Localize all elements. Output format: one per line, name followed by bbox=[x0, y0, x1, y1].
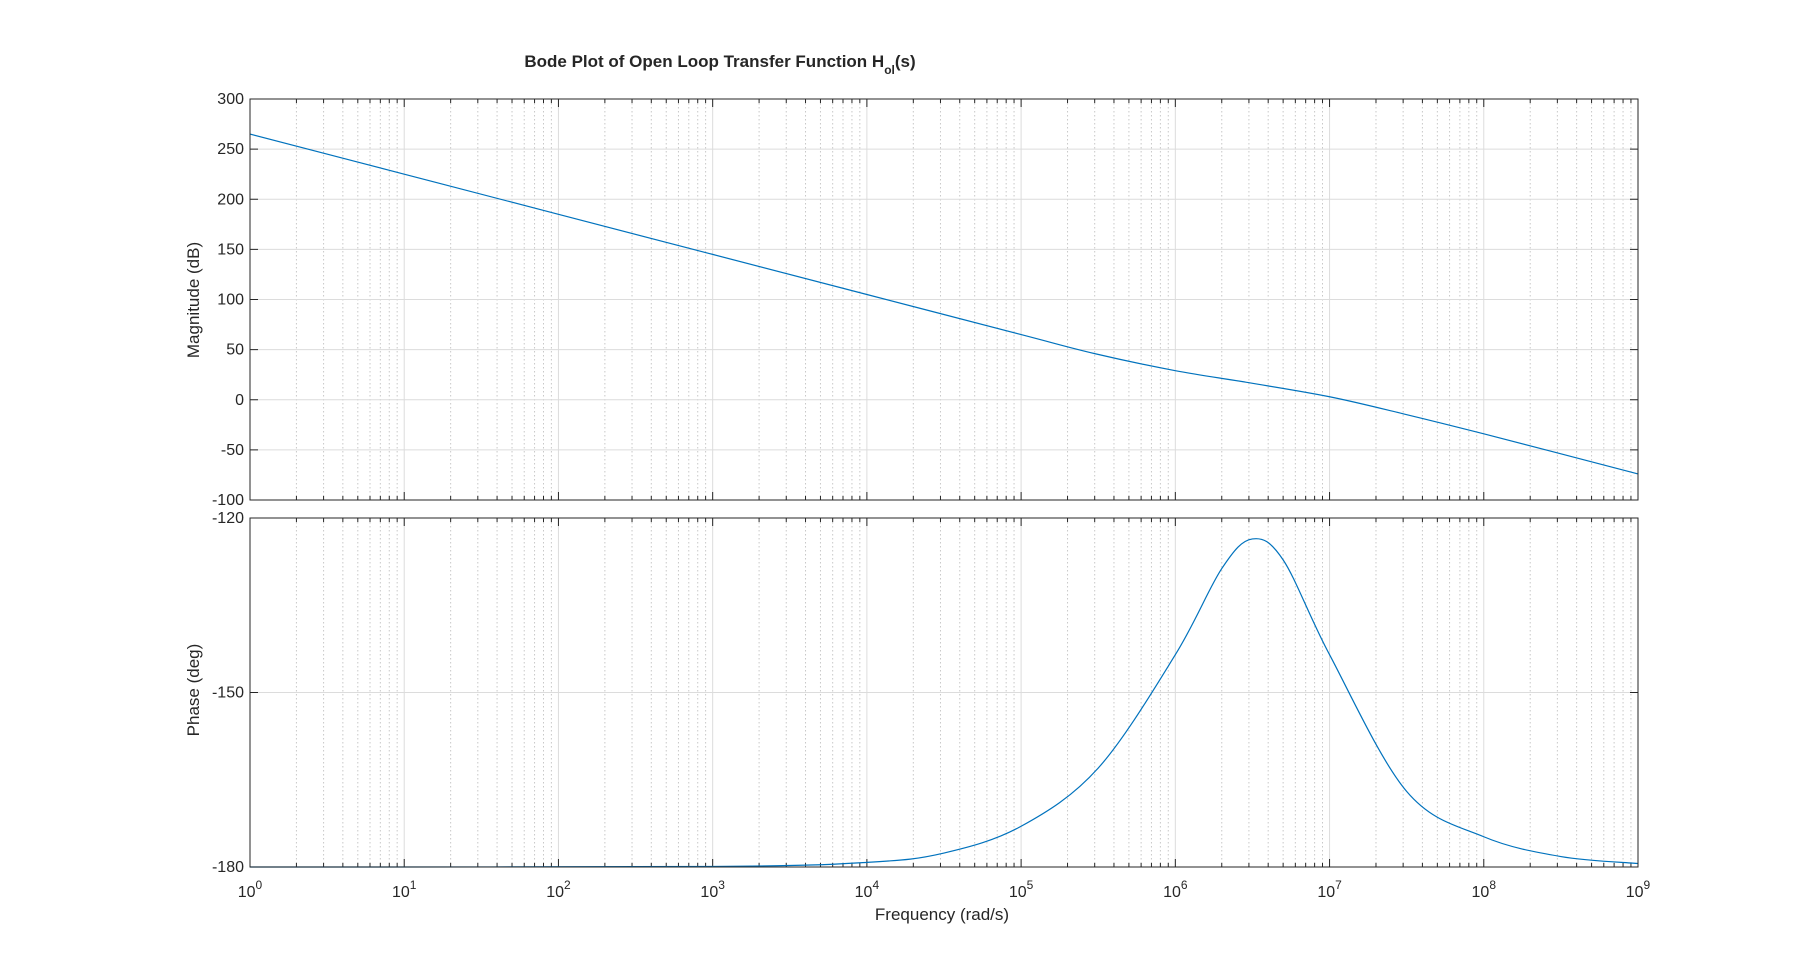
chart-title-suffix: (s) bbox=[895, 52, 916, 71]
phase-y-tick-label: -180 bbox=[212, 859, 244, 876]
magnitude-series-line bbox=[249, 133, 1639, 475]
phase-y-axis-label: Phase (deg) bbox=[184, 644, 203, 737]
phase-y-tick-label: -120 bbox=[212, 510, 244, 527]
x-tick-label: 108 bbox=[1472, 878, 1497, 901]
magnitude-y-tick-label: 0 bbox=[235, 392, 244, 409]
magnitude-y-tick-label: 100 bbox=[217, 292, 244, 309]
magnitude-y-tick-label: 250 bbox=[217, 141, 244, 158]
x-tick-label: 106 bbox=[1163, 878, 1188, 901]
magnitude-y-tick-label: -100 bbox=[212, 492, 244, 509]
x-tick-label: 109 bbox=[1626, 878, 1651, 901]
x-tick-label: 103 bbox=[700, 878, 725, 901]
magnitude-y-tick-label: -50 bbox=[221, 442, 244, 459]
magnitude-y-tick-label: 300 bbox=[217, 91, 244, 108]
x-tick-label: 105 bbox=[1009, 878, 1034, 901]
magnitude-y-axis-label: Magnitude (dB) bbox=[184, 242, 203, 358]
x-axis-label: Frequency (rad/s) bbox=[875, 905, 1009, 924]
chart-title-subscript: ol bbox=[884, 63, 895, 77]
x-tick-label: 102 bbox=[546, 878, 571, 901]
magnitude-panel: 300 250 200 150 100 50 0 -50 -100 bbox=[212, 91, 1639, 509]
x-tick-label: 107 bbox=[1317, 878, 1342, 901]
magnitude-axes-box bbox=[249, 98, 1639, 501]
x-tick-label: 101 bbox=[392, 878, 417, 901]
phase-series-line bbox=[249, 538, 1639, 868]
magnitude-y-tick-label: 150 bbox=[217, 241, 244, 258]
phase-y-tick-label: -150 bbox=[212, 685, 244, 702]
x-tick-label: 100 bbox=[238, 878, 263, 901]
x-tick-label: 104 bbox=[855, 878, 880, 901]
phase-panel: -120 -150 -180 100 101 102 103 104 105 106 107 108 1… bbox=[212, 510, 1651, 901]
chart-title-main: Bode Plot of Open Loop Transfer Function… bbox=[524, 52, 884, 71]
chart-title: Bode Plot of Open Loop Transfer Function… bbox=[524, 52, 915, 77]
phase-axes-box bbox=[249, 517, 1639, 868]
magnitude-y-tick-label: 50 bbox=[226, 342, 244, 359]
magnitude-y-tick-label: 200 bbox=[217, 191, 244, 208]
